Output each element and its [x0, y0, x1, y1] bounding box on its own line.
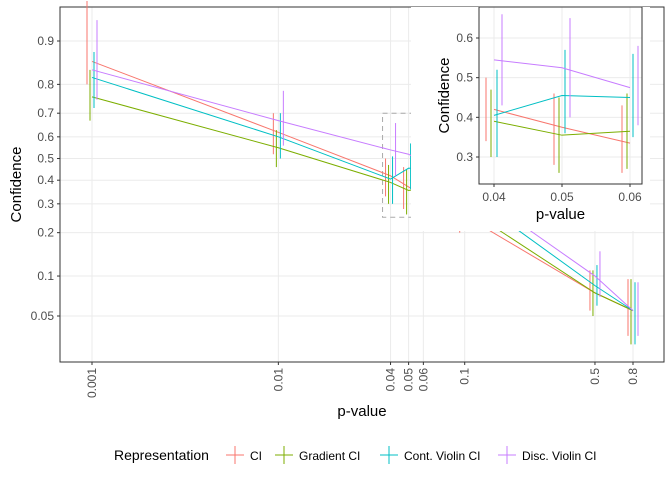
x-tick-label: 0.04 [384, 368, 398, 392]
legend-label: Disc. Violin CI [522, 449, 596, 463]
legend: Representation CI Gradient CI Cont. Violin … [114, 446, 596, 464]
y-tick-label: 0.8 [37, 77, 54, 91]
x-tick-label: 0.8 [626, 368, 640, 385]
x-axis-title: p-value [337, 403, 386, 420]
legend-label: Gradient CI [299, 449, 360, 463]
main-plot: 0.05 0.1 0.2 0.3 0.4 0.5 0.6 0.7 0.8 0.9 0.001 0.01… [8, 1, 665, 420]
legend-title: Representation [114, 447, 209, 463]
inset-x-axis-title: p-value [536, 206, 585, 223]
x-tick-label: 0.01 [271, 368, 285, 392]
y-tick-label: 0.9 [37, 34, 54, 48]
inset-panel-border [478, 6, 643, 185]
inset-y-tick-label: 0.6 [456, 31, 473, 45]
y-tick-label: 0.1 [37, 269, 54, 283]
inset-y-axis-title: Confidence [436, 58, 453, 134]
inset-y-tick-label: 0.4 [456, 110, 473, 124]
y-tick-label: 0.3 [37, 197, 54, 211]
inset-x-tick-label: 0.06 [618, 190, 642, 204]
inset-series-line [493, 120, 631, 136]
legend-item: CI [226, 446, 262, 464]
legend-label: CI [250, 449, 262, 463]
x-tick-label: 0.06 [416, 368, 430, 392]
y-tick-label: 0.5 [37, 152, 54, 166]
inset-x-tick-label: 0.05 [550, 190, 574, 204]
legend-label: Cont. Violin CI [404, 449, 480, 463]
x-tick-label: 0.001 [85, 368, 99, 398]
inset-y-tick-label: 0.3 [456, 150, 473, 164]
y-axis-title: Confidence [8, 147, 25, 223]
y-tick-label: 0.05 [31, 309, 55, 323]
x-tick-label: 0.05 [402, 368, 416, 392]
inset-series-line [493, 95, 631, 116]
inset-y-tick-label: 0.5 [456, 71, 473, 85]
y-tick-label: 0.2 [37, 226, 54, 240]
x-tick-label: 0.5 [588, 368, 602, 385]
y-tick-label: 0.4 [37, 173, 54, 187]
panel-border [59, 6, 665, 363]
x-tick-label: 0.1 [458, 368, 472, 385]
legend-item: Cont. Violin CI [380, 446, 480, 464]
legend-item: Gradient CI [275, 446, 360, 464]
inset-series-line [493, 108, 631, 144]
inset-series-line [493, 59, 631, 89]
legend-item: Disc. Violin CI [498, 446, 596, 464]
y-tick-label: 0.7 [37, 106, 54, 120]
inset-plot: 0.3 0.4 0.5 0.6 0.04 0.05 0.06 p-value Confidenc… [411, 6, 650, 231]
inset-x-tick-label: 0.04 [482, 190, 506, 204]
y-tick-label: 0.6 [37, 130, 54, 144]
